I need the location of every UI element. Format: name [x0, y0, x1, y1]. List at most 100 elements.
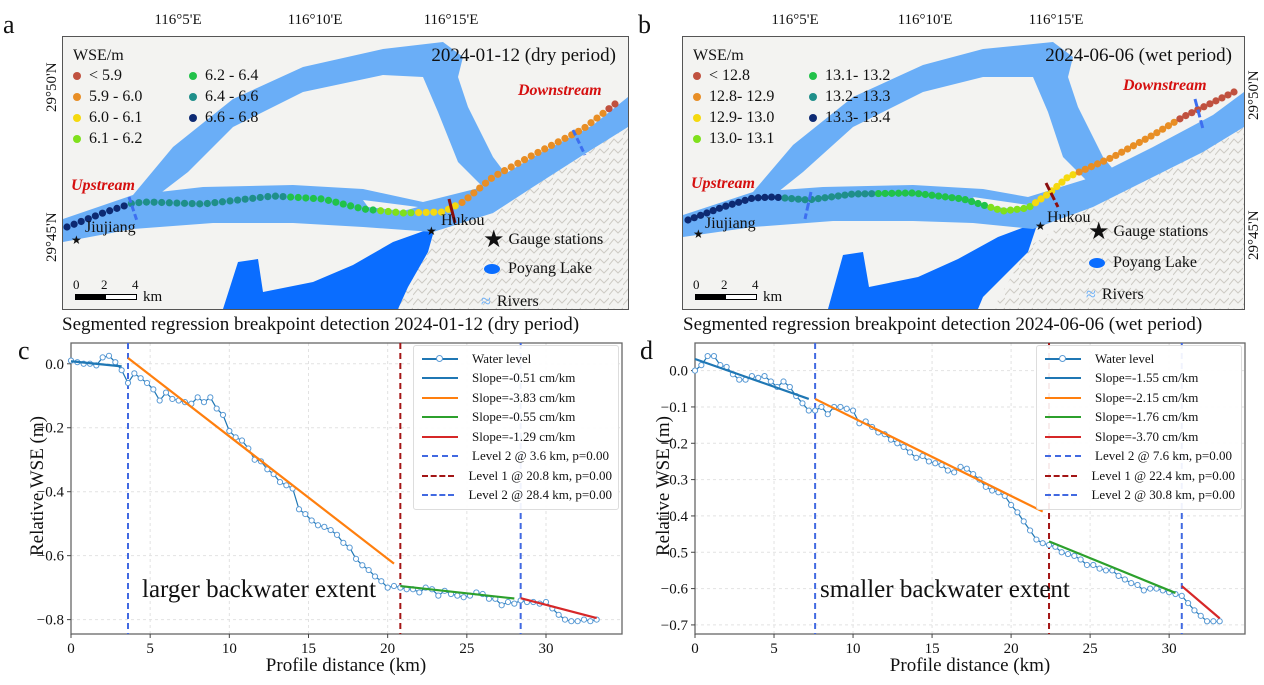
x-tick-label: 15 [301, 641, 316, 657]
wse-point [774, 193, 782, 202]
water-level-point [580, 616, 588, 623]
wse-point [271, 192, 280, 200]
line-swatch [420, 432, 460, 442]
wse-point [968, 197, 976, 206]
wse-point [841, 191, 849, 199]
water-level-point [156, 397, 163, 404]
wse-point [1081, 165, 1089, 173]
water-level-point [919, 452, 926, 460]
wse-point [781, 194, 789, 202]
wse-legend-item: 12.9- 13.0 [693, 109, 774, 127]
legend-label: Gauge stations [1113, 222, 1209, 240]
wse-point [294, 193, 302, 202]
water-level-point [365, 566, 372, 574]
color-dot-icon [693, 93, 701, 101]
wse-point [735, 198, 743, 206]
wse-point [1206, 100, 1214, 108]
wse-point [1053, 182, 1061, 191]
wse-point [1026, 202, 1034, 211]
water-level-point [1033, 536, 1040, 543]
wse-point [165, 199, 173, 207]
water-level-point [1020, 518, 1027, 525]
legend-label: Level 1 @ 20.8 km, p=0.00 [468, 467, 612, 483]
wse-point [84, 215, 92, 223]
legend-label: < 5.9 [89, 67, 123, 84]
wse-point [696, 211, 705, 219]
legend-entry: Slope=-1.29 cm/km [420, 427, 612, 447]
wse-point [901, 189, 909, 197]
map-b-canvas [683, 42, 1244, 309]
wse-point [142, 198, 151, 206]
wse-point [834, 192, 842, 200]
wse-point [120, 202, 128, 210]
wse-point [794, 195, 802, 203]
island [258, 237, 313, 251]
downstream-label: Downstream [518, 82, 602, 99]
legend-entry: Level 2 @ 3.6 km, p=0.00 [420, 447, 612, 467]
place-hukou: Hukou [1047, 209, 1091, 226]
color-dot-icon [693, 72, 701, 80]
wse-point [226, 197, 234, 205]
water-level-point [384, 584, 391, 591]
y-tick-label: −0.8 [37, 613, 64, 629]
water-level-point [118, 367, 125, 374]
wse-point [241, 195, 249, 203]
wse-point [728, 200, 736, 208]
wse-point [354, 204, 362, 212]
wse-point [587, 119, 595, 127]
map-date: 2024-01-12 (dry period) [431, 45, 616, 66]
y-tick-label: −0.3 [661, 473, 688, 489]
wse-point [437, 208, 446, 216]
water-level-point [321, 523, 328, 530]
wse-point [1129, 142, 1138, 150]
wse-point [921, 190, 929, 199]
y-tick-label: −0.7 [661, 618, 689, 634]
wse-point [993, 205, 1001, 213]
wse-point [1230, 88, 1238, 96]
wse-point [173, 199, 181, 207]
wse-point [684, 216, 692, 224]
dashed-line-swatch [1043, 490, 1079, 500]
water-level-point [359, 562, 366, 569]
lon-tick-label: 116°15'E [423, 12, 479, 28]
wse-point [377, 207, 385, 215]
legend-entry: Water level [420, 349, 612, 369]
water-level-point [1090, 561, 1097, 569]
legend-title: WSE/m [73, 47, 124, 64]
legend-label: Level 2 @ 3.6 km, p=0.00 [472, 448, 610, 464]
x-tick-label: 0 [691, 641, 699, 657]
legend-label: Poyang Lake [508, 260, 592, 277]
chart-title-c: Segmented regression breakpoint detectio… [62, 314, 580, 335]
water-level-point [283, 482, 290, 489]
wse-point [847, 190, 856, 198]
annotation: smaller backwater extent [820, 576, 1070, 603]
color-dot-icon [693, 135, 701, 143]
legend-gauge-stations: ★ Gauge stations [483, 225, 603, 254]
water-level-point [99, 354, 106, 361]
wse-point [581, 123, 589, 132]
river-icon: ≈ [1086, 284, 1096, 304]
upstream-label: Upstream [691, 175, 755, 192]
water-level-point [460, 594, 467, 601]
legend-entry: Slope=-1.55 cm/km [1043, 369, 1235, 389]
wse-point [534, 148, 542, 157]
y-tick-label: 0.0 [45, 357, 64, 373]
wse-point [106, 207, 114, 215]
gauge-star-icon: ★ [693, 227, 704, 241]
wse-point [98, 209, 107, 217]
wse-point [158, 198, 166, 207]
line-swatch [1043, 373, 1083, 383]
water-level-point [704, 352, 711, 360]
water-level-point [957, 463, 964, 470]
dashed-line-swatch [420, 451, 460, 461]
river-icon: ≈ [481, 291, 491, 310]
legend-label: Poyang Lake [1113, 254, 1197, 271]
color-dot-icon [809, 114, 817, 122]
water-level-point [1058, 549, 1065, 556]
wse-point [264, 192, 272, 201]
wse-legend-item: 13.3- 13.4 [809, 109, 890, 127]
regression-segment [1048, 540, 1176, 594]
poyang-lake [223, 227, 435, 309]
wse-point [317, 195, 325, 203]
color-dot-icon [809, 93, 817, 101]
